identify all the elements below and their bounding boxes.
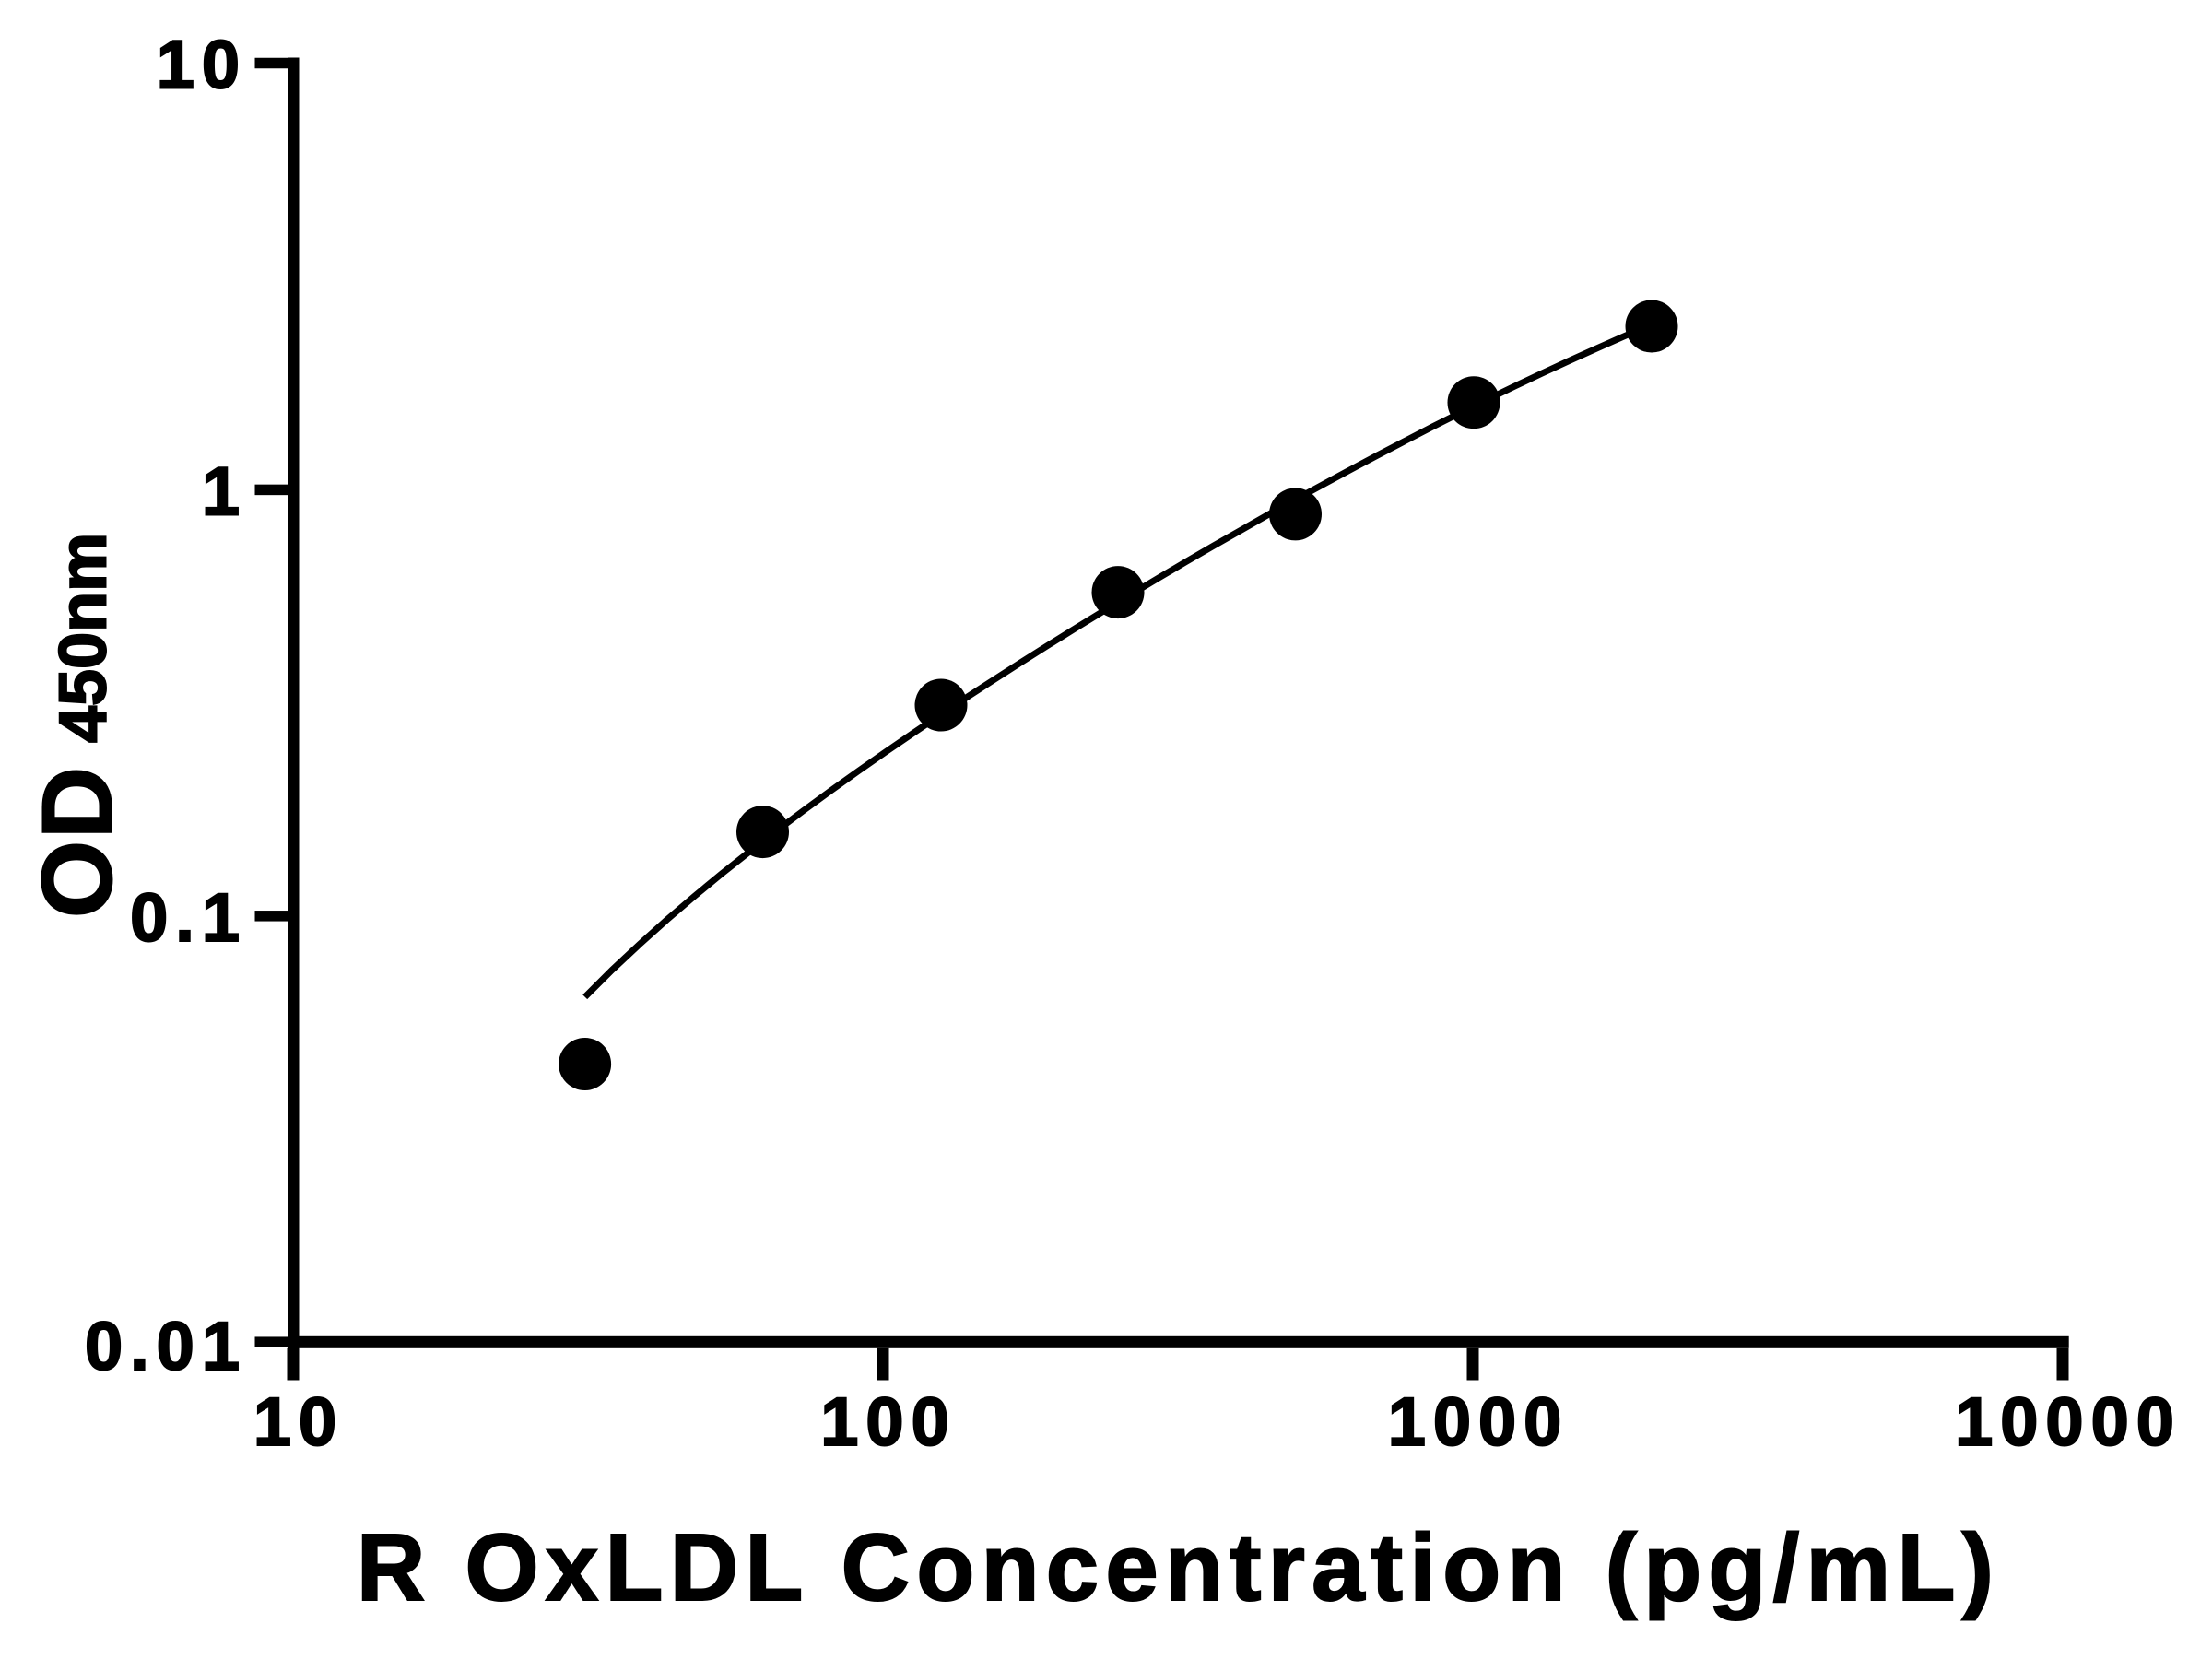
svg-text:0.1: 0.1 — [130, 879, 247, 956]
svg-text:100: 100 — [820, 1383, 956, 1460]
svg-text:10: 10 — [253, 1383, 344, 1460]
svg-text:1000: 1000 — [1388, 1383, 1570, 1460]
svg-text:0.01: 0.01 — [85, 1308, 247, 1384]
svg-text:1: 1 — [202, 453, 247, 529]
svg-text:10000: 10000 — [1955, 1383, 2182, 1460]
svg-text:10: 10 — [157, 27, 247, 103]
svg-text:R OxLDL Concentration (pg/mL): R OxLDL Concentration (pg/mL) — [357, 1514, 2000, 1620]
svg-text:OD450nm: OD450nm — [21, 533, 133, 918]
